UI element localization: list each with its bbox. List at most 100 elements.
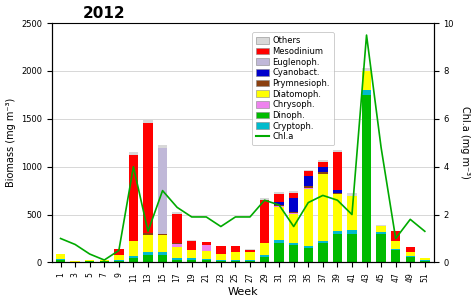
Bar: [172, 214, 182, 243]
Text: 2012: 2012: [82, 5, 125, 21]
Bar: [245, 249, 255, 250]
Chl.a: [189, 215, 195, 219]
Bar: [114, 261, 124, 262]
Bar: [231, 261, 240, 262]
Bar: [318, 243, 327, 262]
Chl.a: [276, 203, 282, 207]
Bar: [99, 261, 109, 262]
Bar: [172, 243, 182, 244]
Bar: [143, 123, 153, 233]
Bar: [377, 234, 386, 262]
Bar: [85, 261, 94, 262]
Bar: [143, 120, 153, 123]
Bar: [260, 243, 269, 255]
Bar: [201, 245, 211, 251]
Bar: [129, 155, 138, 241]
Bar: [201, 260, 211, 262]
Bar: [114, 249, 124, 255]
Bar: [347, 230, 357, 234]
Bar: [114, 260, 124, 261]
Bar: [406, 257, 415, 262]
Bar: [172, 244, 182, 247]
Chl.a: [101, 258, 107, 262]
Bar: [172, 247, 182, 258]
Bar: [216, 260, 226, 261]
Bar: [172, 260, 182, 262]
Bar: [304, 248, 313, 262]
Chl.a: [407, 218, 413, 221]
Bar: [377, 226, 386, 232]
Bar: [158, 235, 167, 252]
Bar: [377, 232, 386, 234]
Bar: [187, 251, 197, 258]
Chl.a: [116, 249, 122, 252]
Bar: [158, 148, 167, 234]
Chl.a: [72, 243, 78, 246]
Bar: [333, 150, 342, 152]
Chl.a: [160, 189, 166, 192]
Y-axis label: Biomass (mg m⁻³): Biomass (mg m⁻³): [6, 98, 16, 187]
Chl.a: [320, 194, 326, 197]
Bar: [362, 95, 371, 262]
Bar: [289, 243, 298, 245]
Bar: [318, 174, 327, 241]
Bar: [333, 195, 342, 231]
Bar: [129, 152, 138, 155]
Bar: [304, 188, 313, 189]
Chl.a: [306, 201, 311, 205]
Chl.a: [233, 215, 238, 219]
Bar: [289, 193, 298, 198]
Chl.a: [218, 225, 224, 228]
Bar: [143, 233, 153, 235]
Bar: [362, 68, 371, 71]
Bar: [70, 261, 80, 262]
Bar: [114, 255, 124, 260]
Bar: [187, 241, 197, 251]
Bar: [231, 246, 240, 252]
Bar: [304, 170, 313, 171]
Bar: [406, 252, 415, 256]
Bar: [129, 241, 138, 256]
Bar: [318, 241, 327, 243]
Chl.a: [203, 215, 209, 219]
Bar: [85, 260, 94, 261]
Chl.a: [58, 237, 63, 240]
Chl.a: [378, 146, 384, 149]
Bar: [260, 255, 269, 257]
Bar: [231, 252, 240, 260]
Chl.a: [87, 252, 92, 256]
Bar: [362, 71, 371, 90]
Bar: [274, 201, 284, 205]
Bar: [274, 194, 284, 201]
Bar: [289, 198, 298, 212]
Bar: [99, 260, 109, 261]
Bar: [420, 261, 429, 262]
Bar: [377, 225, 386, 226]
Bar: [143, 255, 153, 262]
Bar: [318, 162, 327, 167]
Bar: [143, 235, 153, 252]
Bar: [391, 250, 400, 262]
Bar: [245, 252, 255, 260]
Bar: [56, 258, 65, 260]
Chl.a: [349, 213, 355, 216]
Line: Chl.a: Chl.a: [60, 35, 425, 260]
Chl.a: [130, 165, 136, 168]
Bar: [347, 196, 357, 230]
Bar: [274, 240, 284, 243]
Bar: [260, 198, 269, 200]
Chl.a: [247, 215, 253, 219]
Bar: [318, 172, 327, 174]
Bar: [231, 260, 240, 261]
Bar: [158, 255, 167, 262]
Bar: [274, 192, 284, 194]
Bar: [129, 256, 138, 258]
Chl.a: [262, 198, 268, 202]
Bar: [274, 207, 284, 240]
Bar: [289, 212, 298, 213]
Bar: [56, 254, 65, 258]
Bar: [420, 258, 429, 260]
Chl.a: [393, 237, 398, 240]
Chl.a: [364, 33, 369, 37]
Bar: [347, 194, 357, 196]
